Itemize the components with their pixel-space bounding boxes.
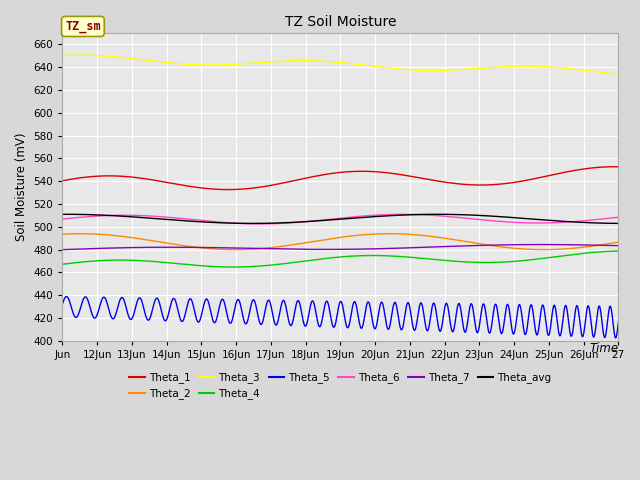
Theta_3 (93, 53, 101, 59)
Theta_2 (381, 231, 389, 237)
Theta_1 (224, 187, 232, 192)
Theta_3 (58, 53, 66, 59)
Theta_3 (413, 67, 421, 73)
Theta_3 (538, 64, 546, 70)
Theta_2 (93, 231, 100, 237)
Theta_6 (58, 216, 66, 222)
Theta_5 (382, 319, 390, 324)
Theta_2 (540, 247, 548, 252)
Theta_avg (539, 217, 547, 223)
Theta_5 (63, 294, 70, 300)
Legend: Theta_1, Theta_2, Theta_3, Theta_4, Theta_5, Theta_6, Theta_7, Theta_avg: Theta_1, Theta_2, Theta_3, Theta_4, Thet… (125, 368, 556, 403)
Theta_avg (93, 212, 101, 218)
Theta_4 (93, 258, 100, 264)
Theta_6 (399, 212, 406, 217)
Line: Theta_3: Theta_3 (62, 55, 618, 74)
Theta_1 (481, 182, 488, 188)
Theta_5 (58, 301, 66, 307)
Line: Theta_2: Theta_2 (62, 234, 618, 250)
Theta_4 (397, 253, 404, 259)
Theta_3 (77, 52, 84, 58)
Theta_4 (382, 253, 390, 259)
Theta_7 (381, 246, 389, 252)
Theta_avg (63, 211, 70, 217)
Theta_avg (383, 213, 390, 219)
Theta_1 (93, 173, 100, 179)
Y-axis label: Soil Moisture (mV): Soil Moisture (mV) (15, 132, 28, 241)
Theta_avg (614, 220, 622, 226)
Theta_avg (482, 213, 490, 218)
Line: Theta_5: Theta_5 (62, 297, 618, 338)
Theta_2 (538, 247, 546, 252)
Theta_6 (397, 212, 404, 217)
Theta_7 (614, 243, 622, 249)
Theta_2 (614, 239, 622, 245)
Theta_4 (481, 260, 488, 265)
Theta_2 (481, 241, 488, 247)
Line: Theta_avg: Theta_avg (62, 214, 618, 223)
Line: Theta_1: Theta_1 (62, 167, 618, 190)
Theta_1 (413, 175, 421, 180)
Theta_5 (397, 325, 404, 331)
Theta_6 (257, 221, 264, 227)
Theta_6 (93, 213, 100, 219)
Theta_6 (614, 215, 622, 220)
Theta_7 (538, 241, 546, 247)
Title: TZ Soil Moisture: TZ Soil Moisture (285, 15, 396, 29)
Theta_7 (58, 247, 66, 252)
Theta_4 (614, 248, 622, 254)
Theta_2 (397, 231, 404, 237)
Theta_1 (397, 172, 404, 178)
Theta_6 (382, 212, 390, 217)
Theta_3 (382, 65, 390, 71)
Theta_3 (397, 66, 404, 72)
Theta_5 (413, 317, 421, 323)
Theta_1 (614, 164, 622, 169)
Theta_7 (413, 245, 420, 251)
Theta_4 (58, 262, 66, 267)
Text: Time: Time (589, 342, 618, 355)
Theta_6 (482, 217, 490, 223)
Theta_avg (58, 211, 66, 217)
Theta_avg (397, 212, 405, 218)
Theta_5 (93, 312, 101, 318)
Theta_7 (536, 241, 544, 247)
Line: Theta_6: Theta_6 (62, 215, 618, 224)
Theta_6 (539, 220, 547, 226)
Theta_7 (396, 245, 404, 251)
Theta_5 (538, 304, 546, 310)
Line: Theta_4: Theta_4 (62, 251, 618, 267)
Theta_avg (248, 220, 255, 226)
Theta_5 (481, 304, 488, 310)
Theta_3 (614, 72, 622, 77)
Theta_4 (230, 264, 237, 270)
Theta_avg (414, 212, 422, 217)
Text: TZ_sm: TZ_sm (65, 20, 100, 33)
Theta_5 (614, 319, 622, 325)
Theta_2 (58, 231, 66, 237)
Theta_2 (385, 231, 393, 237)
Theta_1 (611, 164, 619, 169)
Theta_6 (414, 212, 422, 217)
Theta_7 (480, 242, 488, 248)
Theta_1 (382, 170, 390, 176)
Theta_5 (612, 335, 620, 341)
Theta_3 (481, 65, 488, 71)
Theta_1 (58, 178, 66, 184)
Theta_7 (93, 246, 100, 252)
Theta_1 (538, 174, 546, 180)
Theta_4 (538, 256, 546, 262)
Theta_2 (413, 232, 421, 238)
Line: Theta_7: Theta_7 (62, 244, 618, 250)
Theta_4 (413, 255, 421, 261)
